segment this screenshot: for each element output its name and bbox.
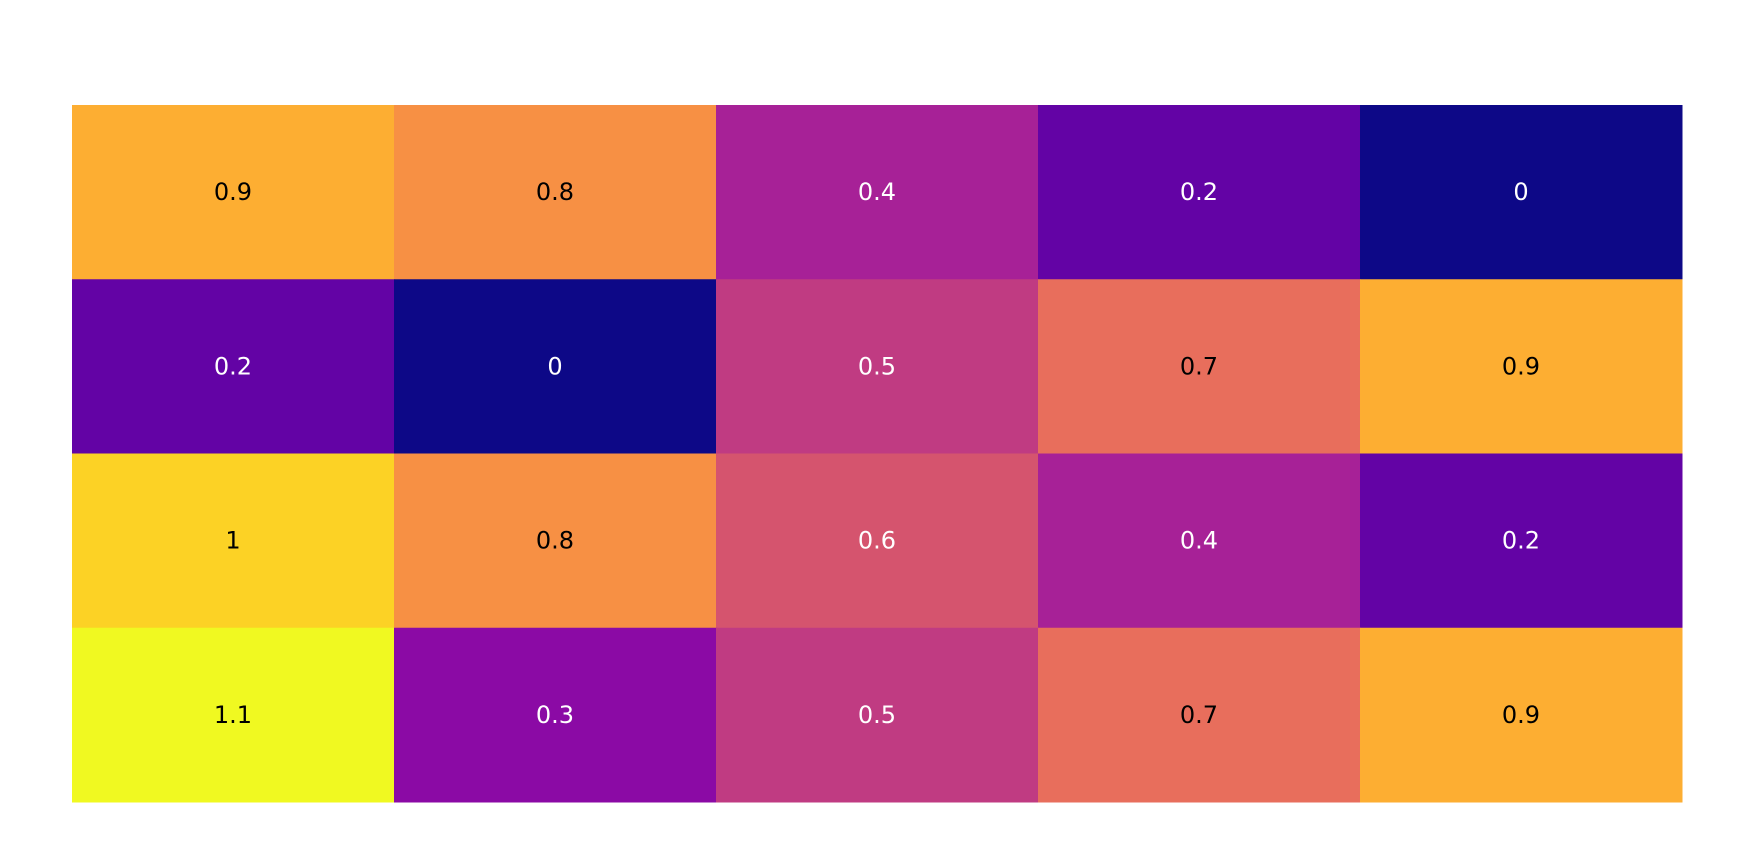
heatmap-cell-r3-c2 [716, 627, 1039, 803]
heatmap-cell-label-r0-c3: 0.2 [1180, 178, 1218, 206]
heatmap-cell-label-r1-c1: 0 [547, 352, 562, 380]
heatmap-cell-label-r0-c2: 0.4 [858, 178, 896, 206]
heatmap-cell-r1-c1 [394, 279, 717, 454]
heatmap-cell-r2-c4 [1360, 453, 1683, 629]
heatmap-cell-label-r2-c2: 0.6 [858, 527, 896, 555]
heatmap-cell-label-r3-c4: 0.9 [1502, 701, 1540, 729]
heatmap-cell-r0-c3 [1038, 105, 1361, 280]
heatmap-cell-label-r2-c3: 0.4 [1180, 527, 1218, 555]
heatmap-cell-label-r0-c4: 0 [1513, 178, 1528, 206]
heatmap-cell-r3-c0 [72, 627, 395, 803]
heatmap-cell-label-r1-c3: 0.7 [1180, 352, 1218, 380]
heatmap-cell-r1-c3 [1038, 279, 1361, 454]
heatmap-cell-r3-c1 [394, 627, 717, 803]
heatmap-cell-r1-c4 [1360, 279, 1683, 454]
heatmap-cell-label-r2-c4: 0.2 [1502, 527, 1540, 555]
plot-area: 0.9 0.8 0.4 0.2 0 0.2 0 0.5 0.7 0.9 1 0.8 0.6 0.4 0.2 1… [72, 105, 1683, 803]
heatmap-cell-r2-c0 [72, 453, 395, 629]
heatmap-cell-label-r1-c4: 0.9 [1502, 352, 1540, 380]
heatmap-cell-r2-c2 [716, 453, 1039, 629]
heatmap-cell-r3-c4 [1360, 627, 1683, 803]
heatmap-cell-r0-c0 [72, 105, 395, 280]
heatmap-cell-label-r3-c2: 0.5 [858, 701, 896, 729]
heatmap-cell-label-r1-c0: 0.2 [214, 352, 252, 380]
heatmap-cell-r2-c1 [394, 453, 717, 629]
heatmap-cell-label-r3-c0: 1.1 [214, 701, 252, 729]
heatmap-cell-label-r3-c1: 0.3 [536, 701, 574, 729]
heatmap-cell-label-r0-c1: 0.8 [536, 178, 574, 206]
heatmap-cell-label-r0-c0: 0.9 [214, 178, 252, 206]
heatmap-cell-r1-c0 [72, 279, 395, 454]
heatmap-cell-label-r2-c1: 0.8 [536, 527, 574, 555]
heatmap-cell-r0-c2 [716, 105, 1039, 280]
heatmap-cell-label-r1-c2: 0.5 [858, 352, 896, 380]
heatmap-cell-r0-c4 [1360, 105, 1683, 280]
heatmap-cell-r3-c3 [1038, 627, 1361, 803]
heatmap-cell-r0-c1 [394, 105, 717, 280]
heatmap-cell-label-r3-c3: 0.7 [1180, 701, 1218, 729]
heatmap-cell-r2-c3 [1038, 453, 1361, 629]
heatmap-cell-r1-c2 [716, 279, 1039, 454]
heatmap-cell-label-r2-c0: 1 [225, 527, 240, 555]
